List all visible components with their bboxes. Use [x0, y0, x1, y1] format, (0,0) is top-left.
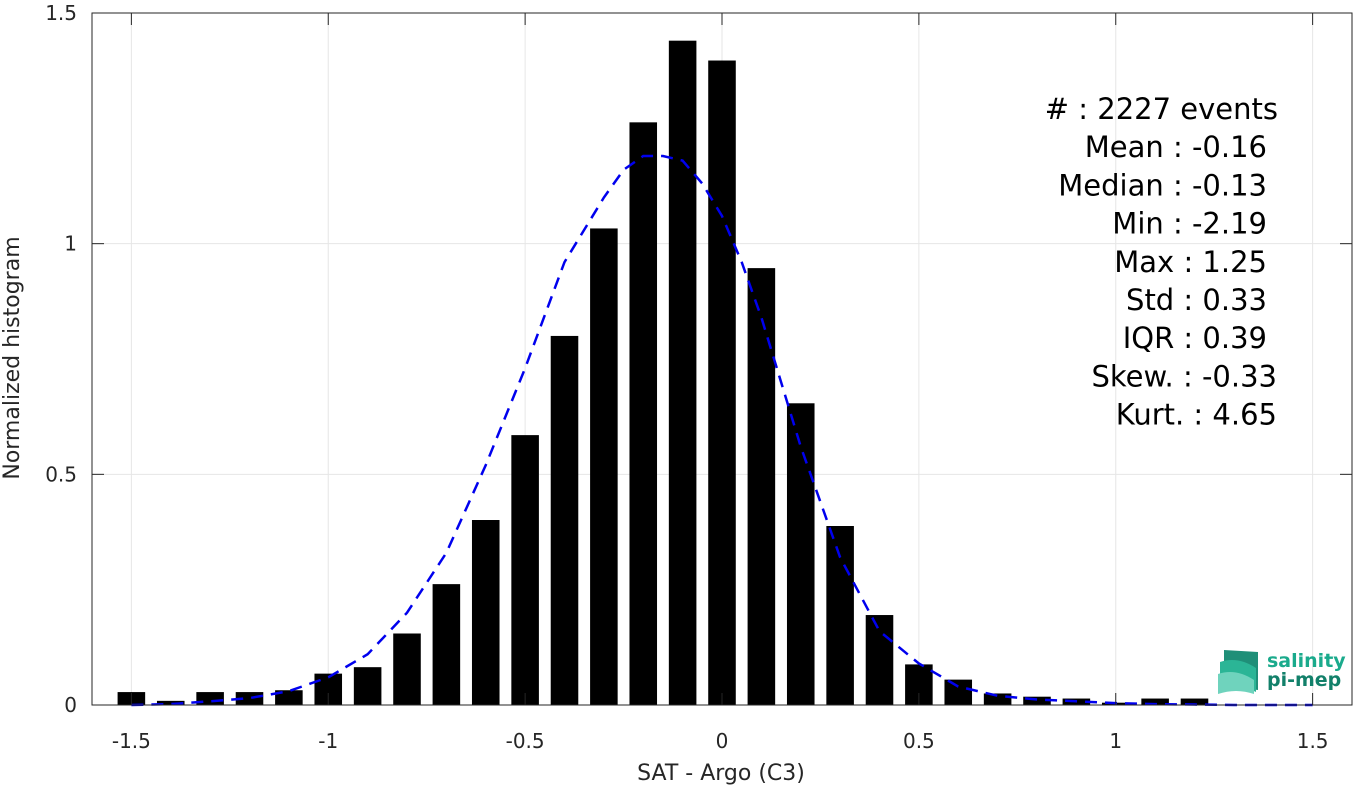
histogram-bar	[511, 435, 539, 705]
x-tick-label: -0.5	[506, 729, 545, 753]
histogram-bar	[1023, 696, 1051, 705]
stat-line: Kurt. : 4.65	[1116, 398, 1277, 432]
histogram-bar	[235, 692, 264, 705]
logo-line2: pi-mep	[1267, 669, 1341, 691]
fit-curve-line	[131, 154, 1313, 707]
stats-box: # : 2227 events Mean : -0.16 Median : -0.1…	[1045, 92, 1278, 432]
y-tick-label: 1	[64, 232, 77, 256]
histogram-bar	[708, 60, 736, 705]
histogram-bar	[432, 584, 461, 705]
histogram-bar	[668, 40, 697, 706]
stat-line: # : 2227 events	[1045, 92, 1278, 126]
histogram-bar	[590, 228, 618, 705]
histogram-bar	[747, 268, 776, 705]
x-tick-label: 1	[1109, 729, 1122, 753]
x-tick-label: -1.5	[112, 729, 151, 753]
stat-line: Min : -2.19	[1112, 207, 1267, 241]
histogram-bar	[471, 520, 500, 705]
histogram-bar	[393, 633, 421, 705]
stat-line: Std : 0.33	[1126, 283, 1267, 317]
histogram-bar	[353, 667, 382, 705]
histogram-bar	[1180, 698, 1209, 705]
stat-line: Mean : -0.16	[1085, 130, 1267, 164]
x-tick-label: 1.5	[1297, 729, 1329, 753]
x-tick-label: 0.5	[903, 729, 935, 753]
y-tick-label: 0.5	[45, 462, 77, 486]
y-tick-label: 0	[64, 693, 77, 717]
tick-labels: -1.5 -1 -0.5 0 0.5 1 1.5 0 0.5 1 1.5	[45, 1, 1328, 753]
salinity-pi-mep-logo: salinity pi-mep	[1218, 650, 1346, 694]
x-tick-label: 0	[716, 729, 729, 753]
logo-line1: salinity	[1267, 650, 1346, 672]
histogram-bar	[786, 403, 815, 705]
histogram-bar	[1141, 698, 1169, 705]
histogram-bar	[865, 615, 894, 705]
logo-wave-icon	[1218, 650, 1258, 694]
y-axis-title: Normalized histogram	[0, 236, 25, 479]
histogram-bar	[983, 693, 1012, 705]
stat-line: Skew. : -0.33	[1091, 359, 1277, 393]
histogram-bar	[156, 700, 185, 705]
histogram-bar	[629, 122, 658, 705]
histogram-bar	[275, 690, 303, 705]
histogram-bars	[117, 40, 1209, 706]
x-tick-label: -1	[318, 729, 338, 753]
histogram-bar	[826, 526, 854, 705]
stat-line: IQR : 0.39	[1123, 321, 1267, 355]
fit-curve-group	[131, 154, 1313, 707]
histogram-bar	[550, 335, 579, 705]
x-axis-title: SAT - Argo (C3)	[637, 761, 805, 786]
stat-line: Max : 1.25	[1114, 245, 1267, 279]
y-tick-label: 1.5	[45, 1, 77, 25]
histogram-bar	[944, 679, 973, 705]
stat-line: Median : -0.13	[1058, 168, 1267, 202]
axis-ticks	[92, 12, 1352, 706]
